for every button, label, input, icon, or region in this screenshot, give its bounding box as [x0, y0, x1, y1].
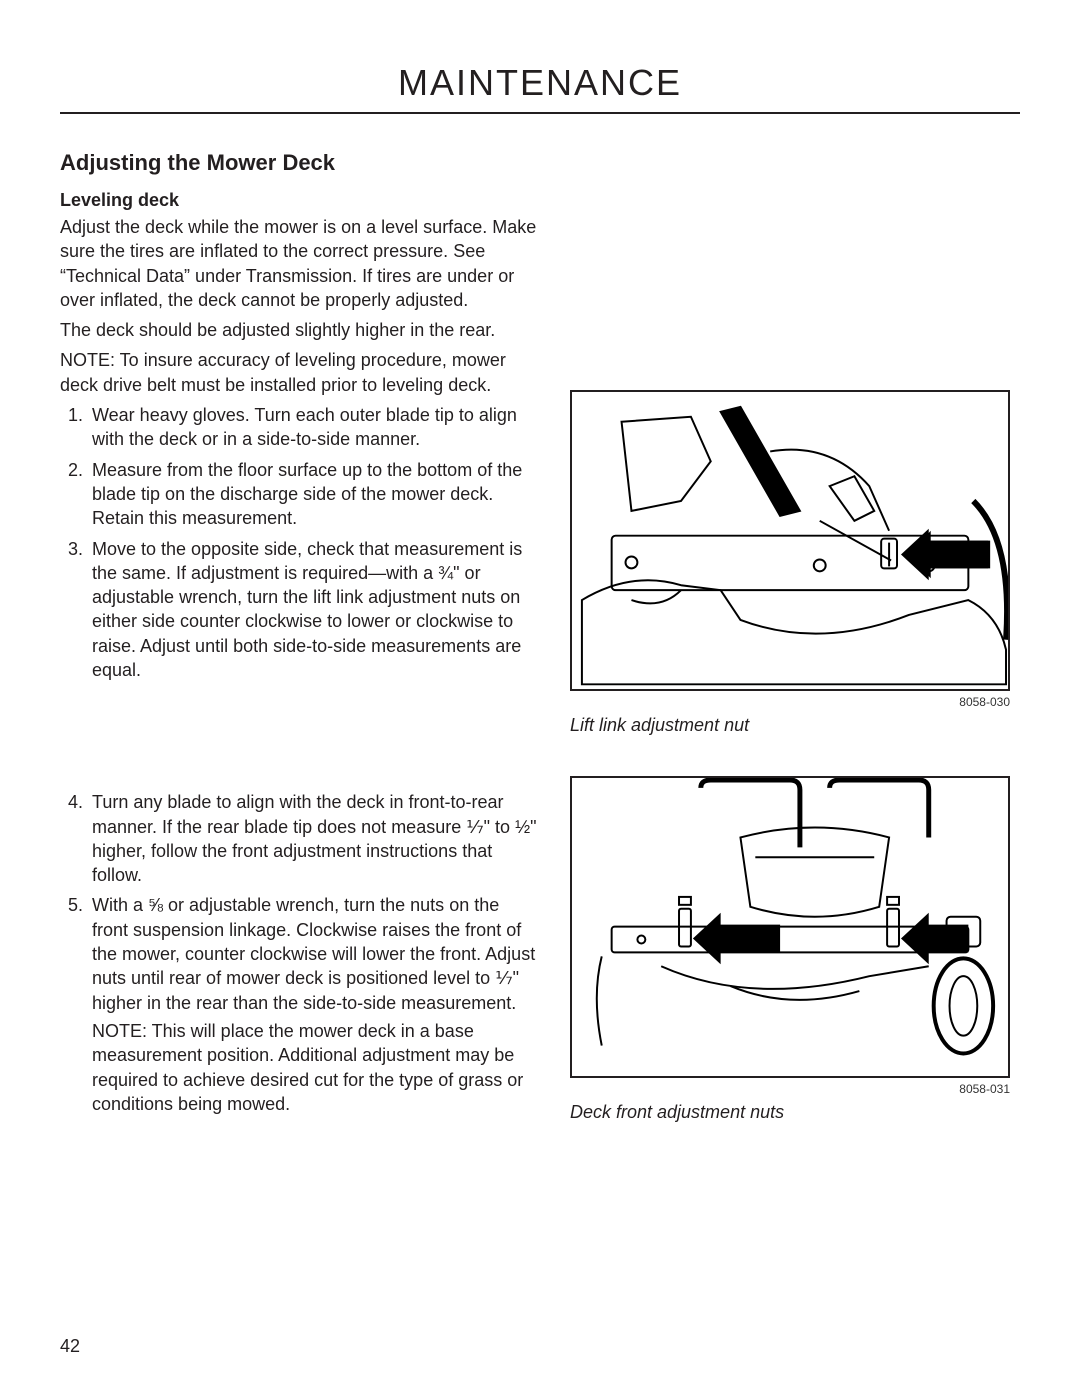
step-b-5-text: With a ⅝ or adjustable wrench, turn the …	[92, 895, 535, 1012]
step-b-5: With a ⅝ or adjustable wrench, turn the …	[88, 893, 540, 1116]
figure-2-box	[570, 776, 1010, 1077]
text-col-2: Turn any blade to align with the deck in…	[60, 776, 540, 1122]
steps-a: Wear heavy gloves. Turn each outer blade…	[60, 403, 540, 682]
figure-col-2: 8058-031 Deck front adjustment nuts	[570, 776, 1020, 1122]
steps-b: Turn any blade to align with the deck in…	[60, 790, 540, 1116]
para-1: Adjust the deck while the mower is on a …	[60, 215, 540, 312]
header-title: MAINTENANCE	[60, 62, 1020, 112]
subsection-title: Leveling deck	[60, 190, 540, 211]
step-a-2: Measure from the floor surface up to the…	[88, 458, 540, 531]
row-1: Leveling deck Adjust the deck while the …	[60, 190, 1020, 736]
section-title: Adjusting the Mower Deck	[60, 150, 1020, 176]
step-a-3: Move to the opposite side, check that me…	[88, 537, 540, 683]
figure-1-box	[570, 390, 1010, 691]
step-b-4: Turn any blade to align with the deck in…	[88, 790, 540, 887]
figure-2-svg	[572, 778, 1008, 1075]
para-2: The deck should be adjusted slightly hig…	[60, 318, 540, 342]
step-a-1: Wear heavy gloves. Turn each outer blade…	[88, 403, 540, 452]
figure-col-1: 8058-030 Lift link adjustment nut	[570, 190, 1020, 736]
para-3: NOTE: To insure accuracy of leveling pro…	[60, 348, 540, 397]
page-number: 42	[60, 1336, 80, 1357]
figure-1-number: 8058-030	[570, 695, 1010, 709]
header-rule	[60, 112, 1020, 114]
text-col-1: Leveling deck Adjust the deck while the …	[60, 190, 540, 736]
text-2-spacer	[60, 776, 540, 790]
page: MAINTENANCE Adjusting the Mower Deck Lev…	[0, 0, 1080, 1397]
row-2: Turn any blade to align with the deck in…	[60, 776, 1020, 1122]
figure-1-caption: Lift link adjustment nut	[570, 715, 749, 736]
step-b-note: NOTE: This will place the mower deck in …	[92, 1019, 540, 1116]
figure-2-number: 8058-031	[570, 1082, 1010, 1096]
figure-2-caption: Deck front adjustment nuts	[570, 1102, 784, 1123]
figure-1-svg	[572, 392, 1008, 689]
